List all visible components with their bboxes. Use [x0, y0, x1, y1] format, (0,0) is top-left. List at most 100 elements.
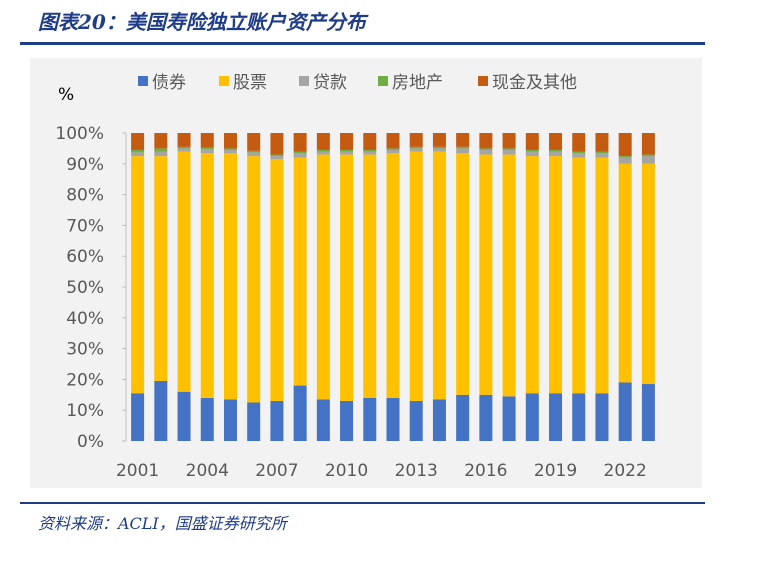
- bar-segment-2004: [200, 133, 214, 148]
- bar-segment-2001: [131, 393, 145, 441]
- legend-label: 债券: [152, 73, 186, 93]
- y-unit-label: %: [58, 85, 74, 105]
- bar-segment-2020: [572, 133, 586, 152]
- bar-segment-2001: [131, 133, 145, 150]
- bar-segment-2016: [479, 154, 493, 395]
- x-tick-label: 2010: [325, 461, 368, 481]
- bar-segment-2002: [154, 151, 168, 157]
- bar-segment-2011: [363, 151, 377, 155]
- bar-segment-2014: [432, 133, 446, 147]
- bar-segment-2020: [572, 157, 586, 394]
- chart-legend: 债券 股票 贷款 房地产 现金及其他: [138, 73, 577, 93]
- bar-segment-2012: [386, 148, 400, 150]
- y-tick-label: 30%: [66, 340, 104, 360]
- x-tick-label: 2001: [116, 461, 159, 481]
- bar-segment-2010: [340, 400, 354, 441]
- bar-segment-2011: [363, 154, 377, 398]
- bar-segment-2007: [270, 156, 284, 160]
- bar-segment-2021: [595, 153, 609, 158]
- bar-segment-2014: [432, 399, 446, 441]
- bar-segment-2008: [293, 385, 307, 441]
- bar-segment-2019: [549, 149, 563, 152]
- bar-segment-2019: [549, 393, 563, 441]
- bar-segment-2017: [502, 148, 516, 150]
- bar-segment-2009: [316, 149, 330, 152]
- bar-segment-2014: [432, 146, 446, 149]
- bar-segment-2007: [270, 154, 284, 157]
- bar-segment-2022: [618, 382, 632, 441]
- legend-label: 股票: [233, 73, 267, 93]
- bar-segment-2010: [340, 149, 354, 152]
- bar-segment-2003: [177, 391, 191, 441]
- y-tick-label: 100%: [55, 124, 104, 144]
- footer-divider: [20, 502, 705, 504]
- bar-segment-2021: [595, 133, 609, 152]
- bar-segment-2006: [247, 156, 261, 403]
- bar-segment-2020: [572, 151, 586, 154]
- x-tick-label: 2016: [464, 461, 507, 481]
- bar-segment-2013: [409, 133, 423, 147]
- bar-segment-2023: [641, 154, 655, 157]
- bar-segment-2003: [177, 133, 191, 147]
- x-tick-label: 2013: [395, 461, 438, 481]
- bar-segment-2002: [154, 133, 168, 149]
- bar-segment-2018: [525, 393, 539, 441]
- bar-segment-2013: [409, 151, 423, 401]
- bar-segment-2020: [572, 393, 586, 441]
- bar-segment-2019: [549, 151, 563, 157]
- bar-segment-2010: [340, 154, 354, 401]
- bar-segment-2023: [641, 133, 655, 155]
- title-divider: [20, 42, 705, 45]
- bar-segment-2006: [247, 152, 261, 157]
- bar-segment-2022: [618, 163, 632, 383]
- bar-segment-2022: [618, 157, 632, 164]
- bar-segment-2016: [479, 148, 493, 150]
- bar-segment-2002: [154, 148, 168, 152]
- bar-segment-2018: [525, 151, 539, 157]
- y-tick-label: 0%: [77, 432, 104, 452]
- bar-segment-2001: [131, 149, 145, 153]
- bar-segment-2012: [386, 397, 400, 441]
- bar-segment-2008: [293, 133, 307, 152]
- y-tick-label: 50%: [66, 278, 104, 298]
- bar-segment-2015: [456, 153, 470, 395]
- bar-segment-2008: [293, 151, 307, 154]
- bar-segment-2004: [200, 149, 214, 154]
- bar-segment-2006: [247, 150, 261, 153]
- bar-segment-2009: [316, 151, 330, 155]
- y-tick-label: 40%: [66, 309, 104, 329]
- y-tick-label: 60%: [66, 247, 104, 267]
- bar-segment-2009: [316, 133, 330, 150]
- bar-segment-2011: [363, 149, 377, 152]
- bar-segment-2022: [618, 156, 632, 158]
- bar-segment-2013: [409, 146, 423, 149]
- bar-segment-2017: [502, 154, 516, 397]
- bar-segment-2021: [595, 157, 609, 394]
- x-tick-label: 2004: [186, 461, 229, 481]
- bar-segment-2006: [247, 402, 261, 441]
- bar-segment-2014: [432, 148, 446, 152]
- legend-label: 房地产: [392, 73, 443, 93]
- bar-segment-2016: [479, 149, 493, 155]
- bar-segment-2015: [456, 148, 470, 154]
- bar-segment-2002: [154, 380, 168, 441]
- bar-segment-2001: [131, 152, 145, 157]
- bar-segment-2009: [316, 399, 330, 441]
- bar-segment-2007: [270, 159, 284, 401]
- bar-segment-2019: [549, 156, 563, 394]
- legend-swatch: [138, 76, 148, 86]
- bar-segment-2011: [363, 397, 377, 441]
- bar-segment-2003: [177, 151, 191, 392]
- bar-segment-2023: [641, 156, 655, 164]
- bar-segment-2013: [409, 148, 423, 152]
- bar-segment-2007: [270, 133, 284, 155]
- bar-segment-2009: [316, 154, 330, 400]
- y-axis-ticks: 0% 10% 20% 30% 40% 50% 60% 70% 80% 90% 100%: [55, 124, 126, 452]
- bar-segment-2021: [595, 151, 609, 154]
- bar-segment-2018: [525, 149, 539, 152]
- bar-segment-2005: [223, 399, 237, 441]
- bar-segment-2004: [200, 397, 214, 441]
- x-axis-ticks: 2001 2004 2007 2010 2013 2016 2019 2022: [116, 461, 647, 481]
- bar-segment-2006: [247, 133, 261, 151]
- figure-title: 图表20：美国寿险独立账户资产分布: [38, 10, 366, 34]
